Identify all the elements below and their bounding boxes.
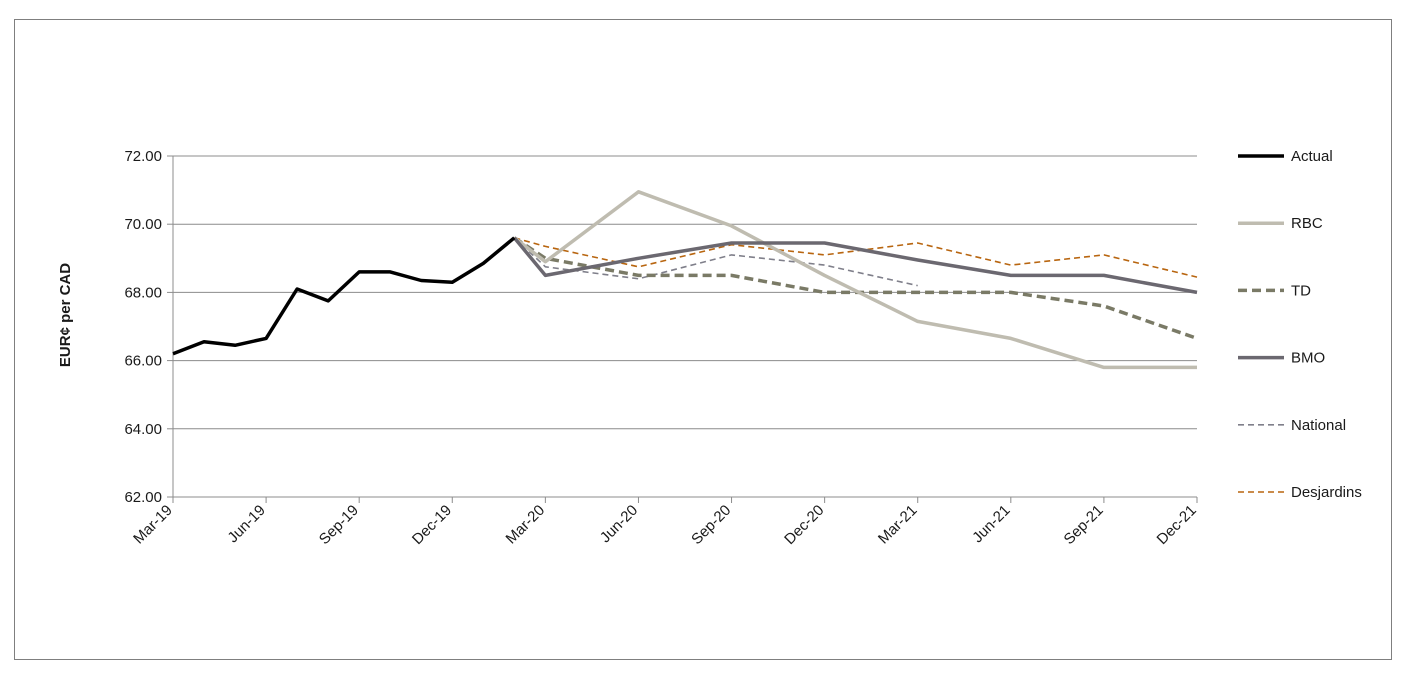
legend: Actual RBC TD BMO National Desjardins: [1238, 148, 1362, 501]
legend-label-desjardins: Desjardins: [1291, 484, 1362, 501]
x-tick-label: Jun-20: [597, 502, 641, 546]
y-tick-label: 66.00: [124, 353, 162, 370]
x-tick-label: Sep-21: [1061, 502, 1107, 548]
y-tick-label: 62.00: [124, 489, 162, 506]
y-axis-label: EUR¢ per CAD: [57, 263, 74, 367]
y-tick-label: 68.00: [124, 284, 162, 301]
y-tick-label: 72.00: [124, 148, 162, 165]
grid-lines: [167, 155, 1197, 498]
x-tick-label: Sep-20: [688, 502, 734, 548]
x-tick-label: Dec-19: [409, 502, 455, 548]
y-tick-labels: 62.00 64.00 66.00 68.00 70.00 72.00: [124, 148, 162, 506]
legend-label-actual: Actual: [1291, 148, 1333, 165]
x-tick-label: Mar-19: [130, 502, 176, 548]
x-tick-label: Jun-19: [224, 502, 268, 546]
legend-label-national: National: [1291, 417, 1346, 434]
x-tick-label: Jun-21: [969, 502, 1013, 546]
x-tick-label: Sep-19: [316, 502, 362, 548]
x-tick-label: Dec-20: [781, 502, 827, 548]
series-lines: [172, 190, 1198, 370]
series-line-desjardins: [514, 237, 1198, 278]
series-line-td: [513, 236, 1198, 341]
series-line-national: [513, 237, 918, 287]
series-line-bmo: [512, 236, 1198, 295]
y-tick-label: 64.00: [124, 421, 162, 438]
chart-frame: [14, 19, 1392, 660]
x-tick-label: Mar-20: [503, 502, 549, 548]
series-line-actual: [172, 236, 516, 356]
legend-label-td: TD: [1291, 282, 1311, 299]
y-tick-label: 70.00: [124, 216, 162, 233]
x-tick-labels: Mar-19 Jun-19 Sep-19 Dec-19 Mar-20 Jun-20 Sep-…: [130, 497, 1200, 548]
x-tick-label: Mar-21: [875, 502, 921, 548]
legend-label-bmo: BMO: [1291, 350, 1325, 367]
series-line-rbc: [513, 190, 1197, 370]
x-tick-label: Dec-21: [1154, 502, 1200, 548]
legend-label-rbc: RBC: [1291, 215, 1323, 232]
